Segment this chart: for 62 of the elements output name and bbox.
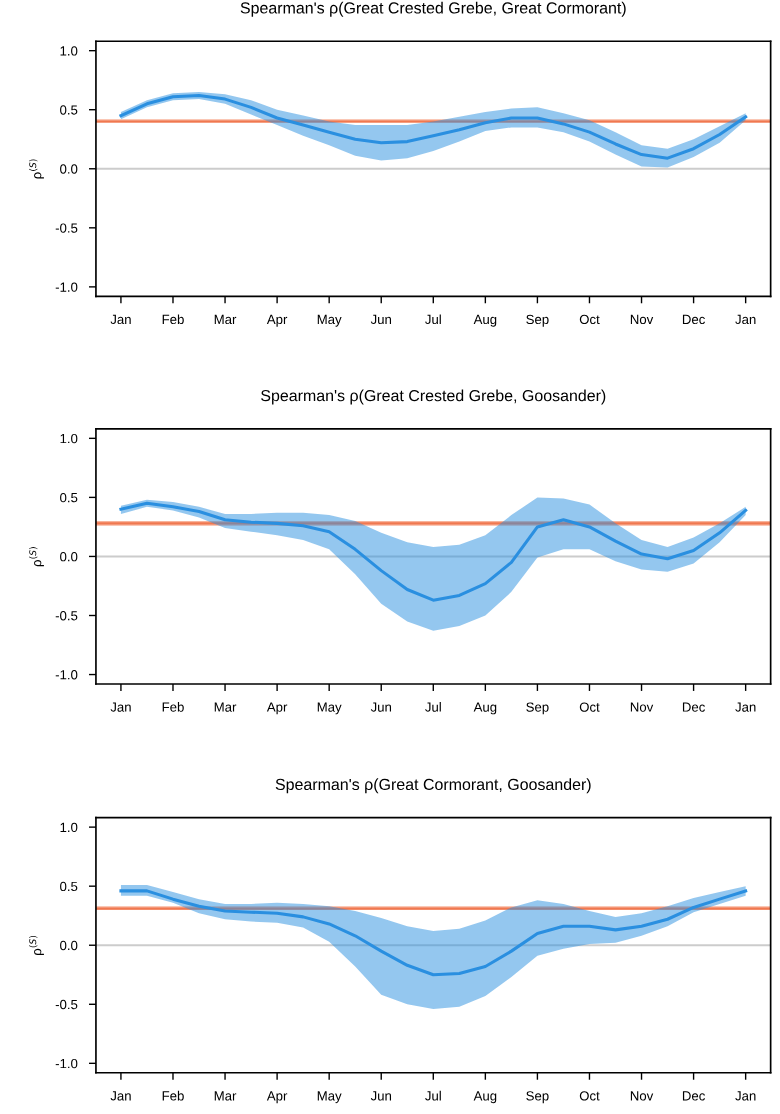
x-tick-label: Dec [682,702,705,712]
x-tick-label: Mar [214,1091,237,1101]
y-axis-title: ρ$^{(S)}$ [29,159,44,179]
y-tick-label: -1.0 [55,282,78,292]
x-tick-label: Aug [473,314,497,327]
x-tick-label: Jan [110,314,131,325]
x-tick-label: May [317,702,342,715]
x-tick-label: Oct [579,314,600,325]
line-series [119,889,748,977]
x-tick-label: Jul [425,702,441,712]
x-tick-label: May [317,314,342,327]
x-tick-label: Sep [526,702,549,715]
y-tick-label: -0.5 [55,223,78,233]
y-tick-label: 0.0 [60,940,78,951]
y-tick-label: 0.5 [60,105,78,115]
y-axis-title: ρ$^{(S)}$ [29,547,44,567]
x-tick-label: Oct [579,702,600,712]
x-tick-label: Mar [214,314,237,325]
x-tick-label: Dec [682,1091,705,1101]
x-tick-label: Jun [370,314,392,325]
x-tick-label: Jul [425,314,441,325]
x-tick-label: Nov [630,314,654,325]
y-tick-label: 1.0 [60,433,78,444]
y-tick-label: -1.0 [55,1058,78,1069]
x-tick-label: Jan [110,702,131,712]
y-axis-title: ρ$^{(S)}$ [29,935,44,955]
chart-title: Spearman's ρ(Great Crested Grebe, Great Cormorant) [240,1,626,17]
x-tick-label: Oct [579,1091,600,1101]
x-tick-label: Jun [370,1091,392,1101]
x-tick-label: Apr [266,314,288,327]
x-tick-label: Jan [735,1091,756,1101]
x-tick-label: Feb [162,702,184,712]
x-tick-label: Apr [266,702,288,715]
chart-title: Spearman's ρ(Great Crested Grebe, Goosander) [261,389,606,405]
chart-title: Spearman's ρ(Great Cormorant, Goosander) [275,778,591,794]
x-tick-label: Jan [735,314,756,325]
x-tick-label: Feb [162,1090,184,1101]
y-tick-label: 0.0 [60,552,78,562]
y-tick-label: -1.0 [55,670,78,680]
x-tick-label: Sep [526,314,549,327]
x-tick-label: Dec [682,314,705,325]
x-tick-label: Nov [630,1091,654,1101]
x-tick-label: Apr [266,1091,288,1104]
y-tick-label: 1.0 [60,46,78,56]
x-tick-label: Nov [630,702,654,712]
x-tick-label: Aug [473,702,497,715]
x-tick-label: Jan [110,1091,131,1101]
y-tick-label: 0.5 [60,881,78,892]
x-tick-label: Jul [425,1090,441,1101]
x-tick-label: May [317,1091,342,1104]
x-tick-label: Feb [162,314,184,325]
x-tick-label: Mar [214,702,237,712]
y-tick-label: -0.5 [55,999,78,1010]
x-tick-label: Jan [735,702,756,712]
line-series [119,501,748,602]
x-tick-label: Sep [526,1091,549,1104]
y-tick-label: -0.5 [55,611,78,621]
x-tick-label: Aug [473,1091,497,1104]
y-tick-label: 0.5 [60,492,78,503]
x-tick-label: Jun [370,702,392,712]
y-tick-label: 0.0 [60,164,78,174]
y-tick-label: 1.0 [60,822,78,833]
